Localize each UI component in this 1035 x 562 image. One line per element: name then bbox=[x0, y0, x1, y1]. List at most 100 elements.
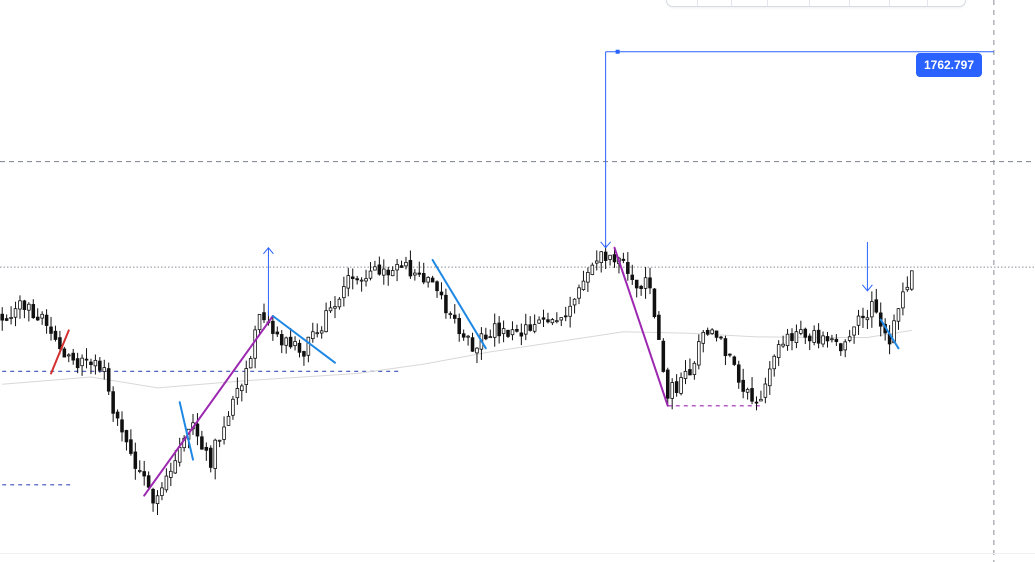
candle-body bbox=[257, 314, 262, 331]
candle-body bbox=[40, 313, 44, 319]
top-toolbar bbox=[666, 0, 966, 7]
candle-body bbox=[208, 447, 213, 468]
candle-body bbox=[790, 333, 794, 342]
candle-body bbox=[160, 487, 164, 496]
candle-body bbox=[905, 286, 910, 291]
candle-body bbox=[785, 333, 790, 346]
candle-body bbox=[377, 264, 382, 275]
candle-body bbox=[124, 430, 129, 443]
price-badge[interactable]: 1762.797 bbox=[916, 53, 982, 77]
candle-body bbox=[532, 324, 537, 332]
candle-body bbox=[359, 279, 364, 282]
candle-body bbox=[386, 269, 391, 276]
candle-body bbox=[18, 300, 22, 310]
candle-body bbox=[439, 291, 444, 296]
blue-leg-1 bbox=[178, 401, 195, 461]
candle-body bbox=[768, 368, 772, 387]
candle-body bbox=[253, 329, 257, 359]
candle-body bbox=[195, 423, 200, 437]
toolbar-separator bbox=[889, 0, 890, 6]
candle-body bbox=[683, 370, 688, 379]
target-arrow-head bbox=[600, 241, 612, 249]
candle-body bbox=[466, 335, 470, 338]
candle-body bbox=[608, 254, 612, 260]
candle-body bbox=[555, 320, 559, 323]
candle-body bbox=[461, 333, 466, 338]
candle-body bbox=[275, 331, 280, 335]
candle-body bbox=[35, 316, 40, 321]
candle-body bbox=[244, 368, 249, 385]
candle-body bbox=[53, 330, 58, 340]
candle-body bbox=[488, 336, 493, 339]
candle-body bbox=[701, 331, 706, 344]
candle-body bbox=[861, 315, 865, 319]
candle-body bbox=[776, 344, 781, 358]
candle-body bbox=[856, 315, 861, 326]
candle-body bbox=[248, 358, 253, 369]
candle-body bbox=[648, 277, 652, 289]
candle-body bbox=[497, 322, 501, 337]
candle-body bbox=[342, 286, 346, 299]
candle-body bbox=[4, 318, 9, 321]
blue-leg-2 bbox=[271, 315, 336, 364]
target-anchor bbox=[615, 49, 620, 54]
candle-body bbox=[612, 254, 617, 263]
gray-moving-average bbox=[2, 329, 912, 389]
candle-body bbox=[284, 337, 288, 346]
candle-body bbox=[537, 319, 541, 324]
candle-body bbox=[297, 342, 302, 353]
candle-body bbox=[728, 353, 732, 356]
candle-body bbox=[546, 319, 550, 323]
candle-body bbox=[630, 274, 635, 280]
candle-body bbox=[541, 317, 546, 320]
candle-body bbox=[337, 298, 342, 308]
candle-body bbox=[421, 273, 426, 283]
candle-body bbox=[839, 343, 843, 352]
candle-body bbox=[355, 278, 359, 281]
candle-body bbox=[22, 300, 27, 310]
candle-body bbox=[639, 285, 643, 289]
candle-body bbox=[847, 336, 852, 341]
candle-body bbox=[550, 319, 555, 324]
candle-body bbox=[865, 317, 870, 321]
candle-body bbox=[84, 358, 89, 361]
candle-body bbox=[333, 306, 337, 309]
toolbar-separator bbox=[849, 0, 850, 6]
purple-leg-2 bbox=[613, 246, 669, 407]
candle-body bbox=[13, 308, 18, 318]
candle-body bbox=[807, 335, 812, 342]
candle-body bbox=[714, 330, 719, 338]
candle-body bbox=[89, 361, 93, 365]
candle-body bbox=[111, 391, 115, 414]
candle-body bbox=[665, 369, 670, 399]
candle-body bbox=[75, 358, 80, 369]
candle-body bbox=[523, 324, 528, 335]
candle-body bbox=[306, 336, 311, 356]
candle-body bbox=[763, 383, 768, 398]
candle-body bbox=[559, 317, 564, 321]
candle-body bbox=[594, 260, 599, 264]
candle-body bbox=[271, 320, 275, 334]
candle-body bbox=[874, 299, 879, 313]
candle-body bbox=[390, 270, 395, 277]
candle-body bbox=[750, 388, 754, 402]
candle-body bbox=[821, 335, 825, 345]
candle-body bbox=[901, 291, 905, 309]
candle-body bbox=[120, 419, 124, 433]
candle-body bbox=[146, 475, 151, 488]
candle-body bbox=[910, 270, 914, 290]
candle-body bbox=[213, 439, 217, 469]
candle-body bbox=[501, 328, 506, 335]
candle-body bbox=[262, 312, 266, 321]
candle-body bbox=[288, 336, 293, 348]
toolbar-separator bbox=[927, 0, 928, 6]
candle-body bbox=[812, 330, 816, 343]
candle-body bbox=[599, 251, 603, 264]
candle-body bbox=[643, 277, 648, 289]
candle-body bbox=[484, 334, 488, 340]
candle-body bbox=[510, 329, 515, 336]
candle-body bbox=[457, 318, 461, 335]
candle-body bbox=[586, 272, 590, 283]
candle-body bbox=[382, 268, 386, 276]
